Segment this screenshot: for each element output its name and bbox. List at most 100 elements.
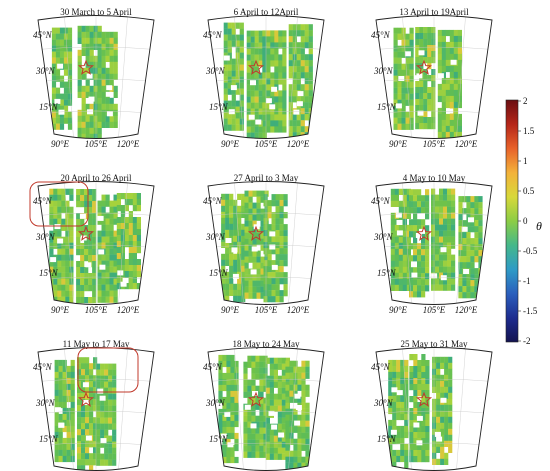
data-cell xyxy=(392,383,397,391)
data-cell xyxy=(436,368,441,375)
data-cell xyxy=(85,55,90,62)
data-cell xyxy=(288,48,293,55)
data-cell xyxy=(89,103,94,110)
data-cell xyxy=(251,409,256,416)
data-cell xyxy=(413,450,418,457)
data-cell xyxy=(400,359,405,367)
data-cell xyxy=(390,212,395,219)
data-cell xyxy=(59,81,65,88)
data-cell xyxy=(405,69,410,76)
data-cell xyxy=(252,292,257,299)
data-cell xyxy=(92,273,97,280)
data-cell xyxy=(421,414,426,421)
graticule-meridian xyxy=(63,181,75,305)
data-cell xyxy=(417,378,422,385)
data-cell xyxy=(259,397,264,404)
data-cell xyxy=(458,274,463,281)
data-cell xyxy=(109,97,114,104)
data-cell xyxy=(244,202,249,209)
data-cell xyxy=(263,230,268,237)
data-cell xyxy=(93,121,98,128)
data-cell xyxy=(398,224,403,231)
data-cell xyxy=(415,105,420,112)
data-cell xyxy=(65,212,70,219)
data-cell xyxy=(409,267,414,274)
data-cell xyxy=(406,188,411,195)
data-cell xyxy=(260,238,265,245)
data-cell xyxy=(419,99,424,106)
data-cell xyxy=(453,47,458,55)
data-cell xyxy=(431,93,436,100)
data-cell xyxy=(101,260,106,267)
data-cell xyxy=(251,361,256,368)
data-cell xyxy=(281,435,286,442)
data-cell xyxy=(267,284,272,291)
data-cell xyxy=(457,101,462,109)
lon-tick-label: 105°E xyxy=(85,305,108,315)
data-cell xyxy=(88,273,93,280)
data-cell xyxy=(66,449,71,457)
data-cell xyxy=(84,297,89,304)
data-cell xyxy=(293,462,298,469)
data-cell xyxy=(419,87,424,94)
data-cell xyxy=(449,101,454,109)
data-cell xyxy=(400,401,405,409)
data-cell xyxy=(282,120,287,127)
data-cell xyxy=(113,272,118,279)
data-cell xyxy=(81,133,86,139)
star-marker-icon xyxy=(77,391,95,407)
data-cell xyxy=(270,126,275,133)
data-cell xyxy=(394,236,399,243)
data-cell xyxy=(285,414,290,421)
data-cell xyxy=(57,194,62,201)
data-cell xyxy=(281,447,286,454)
data-cell xyxy=(108,399,113,406)
data-cell xyxy=(417,390,422,397)
data-cell xyxy=(263,439,268,446)
data-cell xyxy=(425,249,430,256)
data-cell xyxy=(406,200,411,207)
data-cell xyxy=(392,449,397,457)
data-cell xyxy=(239,100,244,107)
data-cell xyxy=(453,125,458,133)
data-cell xyxy=(250,120,255,127)
data-cell xyxy=(49,218,54,225)
data-cell xyxy=(105,31,110,38)
data-cell xyxy=(265,375,270,382)
data-cell xyxy=(281,417,286,424)
data-cell xyxy=(400,413,405,421)
data-cell xyxy=(223,22,228,29)
data-cell xyxy=(113,290,118,297)
data-cell xyxy=(448,404,453,411)
data-cell xyxy=(393,117,398,124)
data-cell xyxy=(237,223,242,230)
data-cell xyxy=(393,87,398,94)
data-cell xyxy=(390,272,395,279)
data-cell xyxy=(250,30,255,37)
data-cell xyxy=(267,212,272,219)
data-cell xyxy=(108,423,113,430)
data-gap xyxy=(396,230,403,236)
data-cell xyxy=(390,260,395,267)
data-cell xyxy=(223,40,228,47)
data-cell xyxy=(67,69,73,76)
data-cell xyxy=(281,423,286,430)
data-cell xyxy=(128,199,133,206)
data-cell xyxy=(65,248,70,255)
data-cell xyxy=(120,217,125,224)
data-cell xyxy=(436,410,441,417)
data-gap xyxy=(416,440,423,446)
data-cell xyxy=(304,126,309,133)
data-gap xyxy=(87,109,93,115)
data-cell xyxy=(421,444,426,451)
data-cell xyxy=(305,450,310,457)
data-cell xyxy=(53,278,58,285)
data-swaths xyxy=(208,15,324,139)
data-cell xyxy=(227,34,232,41)
data-cell xyxy=(76,249,81,256)
data-cell xyxy=(259,409,264,416)
data-cell xyxy=(436,386,441,393)
data-cell xyxy=(300,114,305,121)
data-cell xyxy=(88,297,93,304)
data-cell xyxy=(263,284,268,291)
